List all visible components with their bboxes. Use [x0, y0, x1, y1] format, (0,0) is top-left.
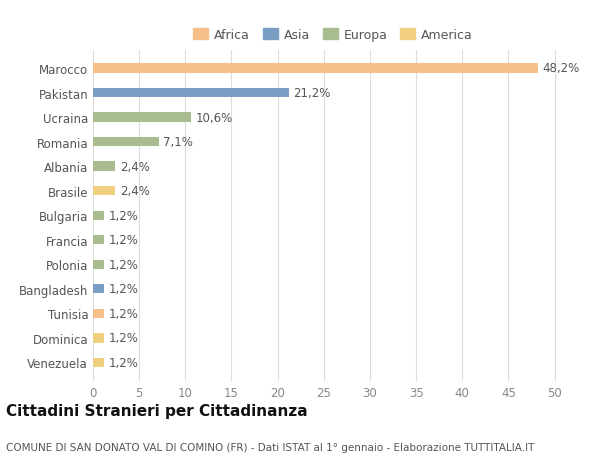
- Text: 2,4%: 2,4%: [120, 160, 149, 173]
- Bar: [93, 235, 104, 245]
- Text: 1,2%: 1,2%: [109, 209, 139, 222]
- Text: 1,2%: 1,2%: [109, 356, 139, 369]
- Bar: [93, 162, 115, 171]
- Bar: [93, 309, 104, 318]
- Bar: [93, 285, 104, 294]
- Text: 2,4%: 2,4%: [120, 185, 149, 198]
- Bar: [93, 358, 104, 367]
- Text: 10,6%: 10,6%: [196, 112, 233, 124]
- Text: Cittadini Stranieri per Cittadinanza: Cittadini Stranieri per Cittadinanza: [6, 403, 308, 419]
- Bar: [93, 113, 191, 123]
- Text: 1,2%: 1,2%: [109, 283, 139, 296]
- Bar: [93, 260, 104, 269]
- Bar: [93, 138, 158, 147]
- Text: 48,2%: 48,2%: [542, 62, 580, 75]
- Text: COMUNE DI SAN DONATO VAL DI COMINO (FR) - Dati ISTAT al 1° gennaio - Elaborazion: COMUNE DI SAN DONATO VAL DI COMINO (FR) …: [6, 442, 535, 452]
- Text: 21,2%: 21,2%: [293, 87, 331, 100]
- Text: 1,2%: 1,2%: [109, 258, 139, 271]
- Bar: [93, 89, 289, 98]
- Bar: [93, 187, 115, 196]
- Text: 1,2%: 1,2%: [109, 234, 139, 246]
- Text: 1,2%: 1,2%: [109, 332, 139, 345]
- Text: 7,1%: 7,1%: [163, 136, 193, 149]
- Bar: [93, 64, 538, 73]
- Bar: [93, 334, 104, 343]
- Legend: Africa, Asia, Europa, America: Africa, Asia, Europa, America: [188, 24, 478, 47]
- Bar: [93, 211, 104, 220]
- Text: 1,2%: 1,2%: [109, 307, 139, 320]
